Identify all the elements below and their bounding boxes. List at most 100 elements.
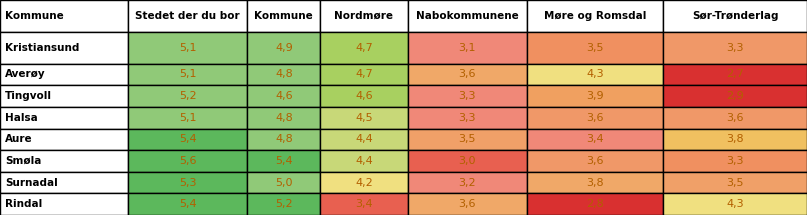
Bar	[320, 172, 408, 193]
Bar	[128, 129, 248, 150]
Bar	[663, 150, 807, 172]
Text: 5,3: 5,3	[179, 178, 196, 187]
Bar	[663, 193, 807, 215]
Text: Kristiansund: Kristiansund	[5, 43, 79, 53]
Bar	[128, 64, 248, 85]
Bar	[320, 193, 408, 215]
Bar	[0, 0, 128, 32]
Text: 3,6: 3,6	[587, 156, 604, 166]
Bar	[248, 32, 320, 64]
Bar	[408, 172, 527, 193]
Text: Nordmøre: Nordmøre	[334, 11, 393, 21]
Text: 3,5: 3,5	[587, 43, 604, 53]
Bar	[128, 193, 248, 215]
Text: 3,3: 3,3	[458, 91, 476, 101]
Text: 4,3: 4,3	[726, 199, 744, 209]
Bar	[408, 107, 527, 129]
Text: 3,4: 3,4	[355, 199, 373, 209]
Bar	[128, 32, 248, 64]
Bar	[663, 85, 807, 107]
Bar	[128, 85, 248, 107]
Text: Kommune: Kommune	[5, 11, 64, 21]
Bar	[408, 129, 527, 150]
Text: 3,5: 3,5	[726, 178, 744, 187]
Text: 4,8: 4,8	[275, 69, 293, 80]
Text: 5,2: 5,2	[275, 199, 293, 209]
Text: 5,4: 5,4	[179, 134, 196, 144]
Bar	[0, 64, 128, 85]
Bar	[0, 193, 128, 215]
Text: 4,4: 4,4	[355, 134, 373, 144]
Text: 4,9: 4,9	[275, 43, 293, 53]
Text: 3,3: 3,3	[726, 43, 744, 53]
Bar	[128, 107, 248, 129]
Bar	[128, 150, 248, 172]
Bar	[248, 107, 320, 129]
Bar	[248, 150, 320, 172]
Bar	[663, 0, 807, 32]
Bar	[248, 193, 320, 215]
Text: 3,8: 3,8	[726, 134, 744, 144]
Text: 3,5: 3,5	[458, 134, 476, 144]
Text: 5,1: 5,1	[179, 43, 196, 53]
Text: Møre og Romsdal: Møre og Romsdal	[544, 11, 646, 21]
Bar	[0, 150, 128, 172]
Text: 3,6: 3,6	[458, 199, 476, 209]
Bar	[663, 129, 807, 150]
Text: 3,6: 3,6	[587, 113, 604, 123]
Bar	[320, 0, 408, 32]
Text: Nabokommunene: Nabokommunene	[416, 11, 519, 21]
Bar	[408, 193, 527, 215]
Bar	[320, 150, 408, 172]
Bar	[320, 107, 408, 129]
Text: 3,2: 3,2	[458, 178, 476, 187]
Bar	[527, 193, 663, 215]
Text: Aure: Aure	[5, 134, 32, 144]
Text: 3,1: 3,1	[458, 43, 476, 53]
Bar	[527, 107, 663, 129]
Text: 3,6: 3,6	[726, 113, 744, 123]
Bar	[527, 150, 663, 172]
Bar	[663, 64, 807, 85]
Text: 4,6: 4,6	[275, 91, 293, 101]
Text: 4,5: 4,5	[355, 113, 373, 123]
Text: 3,3: 3,3	[726, 156, 744, 166]
Bar	[527, 172, 663, 193]
Bar	[408, 64, 527, 85]
Text: 3,3: 3,3	[458, 113, 476, 123]
Text: Sør-Trønderlag: Sør-Trønderlag	[692, 11, 778, 21]
Bar	[320, 129, 408, 150]
Bar	[0, 107, 128, 129]
Bar	[408, 85, 527, 107]
Bar	[248, 85, 320, 107]
Text: 2,9: 2,9	[726, 91, 744, 101]
Text: 3,6: 3,6	[458, 69, 476, 80]
Bar	[527, 85, 663, 107]
Bar	[527, 0, 663, 32]
Text: 4,7: 4,7	[355, 43, 373, 53]
Text: 4,4: 4,4	[355, 156, 373, 166]
Text: Stedet der du bor: Stedet der du bor	[136, 11, 240, 21]
Bar	[128, 172, 248, 193]
Bar	[128, 0, 248, 32]
Text: 4,8: 4,8	[275, 113, 293, 123]
Bar	[320, 32, 408, 64]
Bar	[248, 172, 320, 193]
Text: 3,0: 3,0	[458, 156, 476, 166]
Text: 5,6: 5,6	[179, 156, 196, 166]
Text: Smøla: Smøla	[5, 156, 41, 166]
Bar	[527, 32, 663, 64]
Text: 4,2: 4,2	[355, 178, 373, 187]
Text: 3,4: 3,4	[587, 134, 604, 144]
Text: 5,0: 5,0	[275, 178, 293, 187]
Text: 5,1: 5,1	[179, 69, 196, 80]
Text: 4,3: 4,3	[587, 69, 604, 80]
Bar	[663, 32, 807, 64]
Text: 4,6: 4,6	[355, 91, 373, 101]
Bar	[248, 129, 320, 150]
Bar	[0, 32, 128, 64]
Bar	[408, 150, 527, 172]
Bar	[248, 0, 320, 32]
Text: Surnadal: Surnadal	[5, 178, 57, 187]
Text: 4,7: 4,7	[355, 69, 373, 80]
